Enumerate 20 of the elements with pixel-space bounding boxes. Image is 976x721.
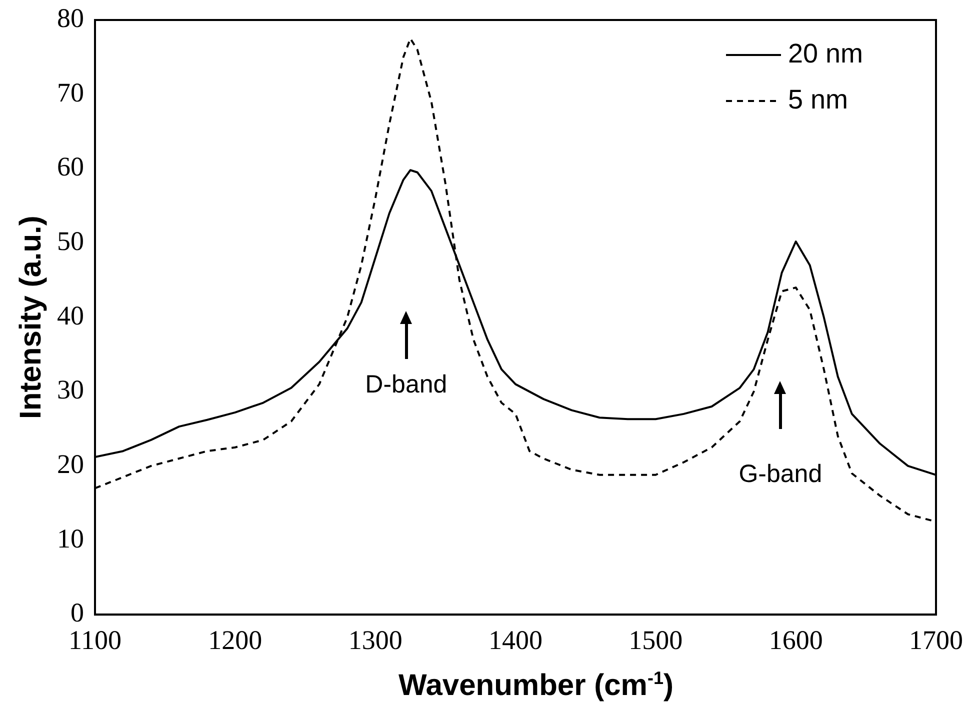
x-tick-label: 1600 — [768, 624, 823, 655]
y-tick-label: 70 — [57, 77, 84, 108]
y-tick-label: 80 — [57, 3, 84, 34]
y-tick-label: 10 — [57, 523, 84, 554]
x-tick-label: 1400 — [488, 624, 542, 655]
y-tick-label: 30 — [57, 374, 84, 405]
y-tick-label: 60 — [57, 152, 84, 182]
x-tick-label: 1500 — [628, 624, 683, 655]
x-tick-label: 1200 — [208, 624, 262, 655]
x-tick-label: 1700 — [909, 624, 963, 655]
y-tick-label: 50 — [57, 226, 84, 256]
annotation: D-band — [365, 370, 448, 399]
legend-label: 20 nm — [788, 38, 864, 68]
x-tick-label: 1300 — [348, 624, 402, 655]
y-axis-title: Intensity (a.u.) — [14, 216, 48, 419]
x-axis-title: Wavenumber (cm$^{-1}$) — [398, 668, 674, 703]
y-tick-label: 40 — [57, 300, 84, 330]
legend-label: 5 nm — [788, 84, 848, 114]
annotation: G-band — [738, 460, 822, 488]
y-tick-label: 20 — [57, 449, 84, 480]
